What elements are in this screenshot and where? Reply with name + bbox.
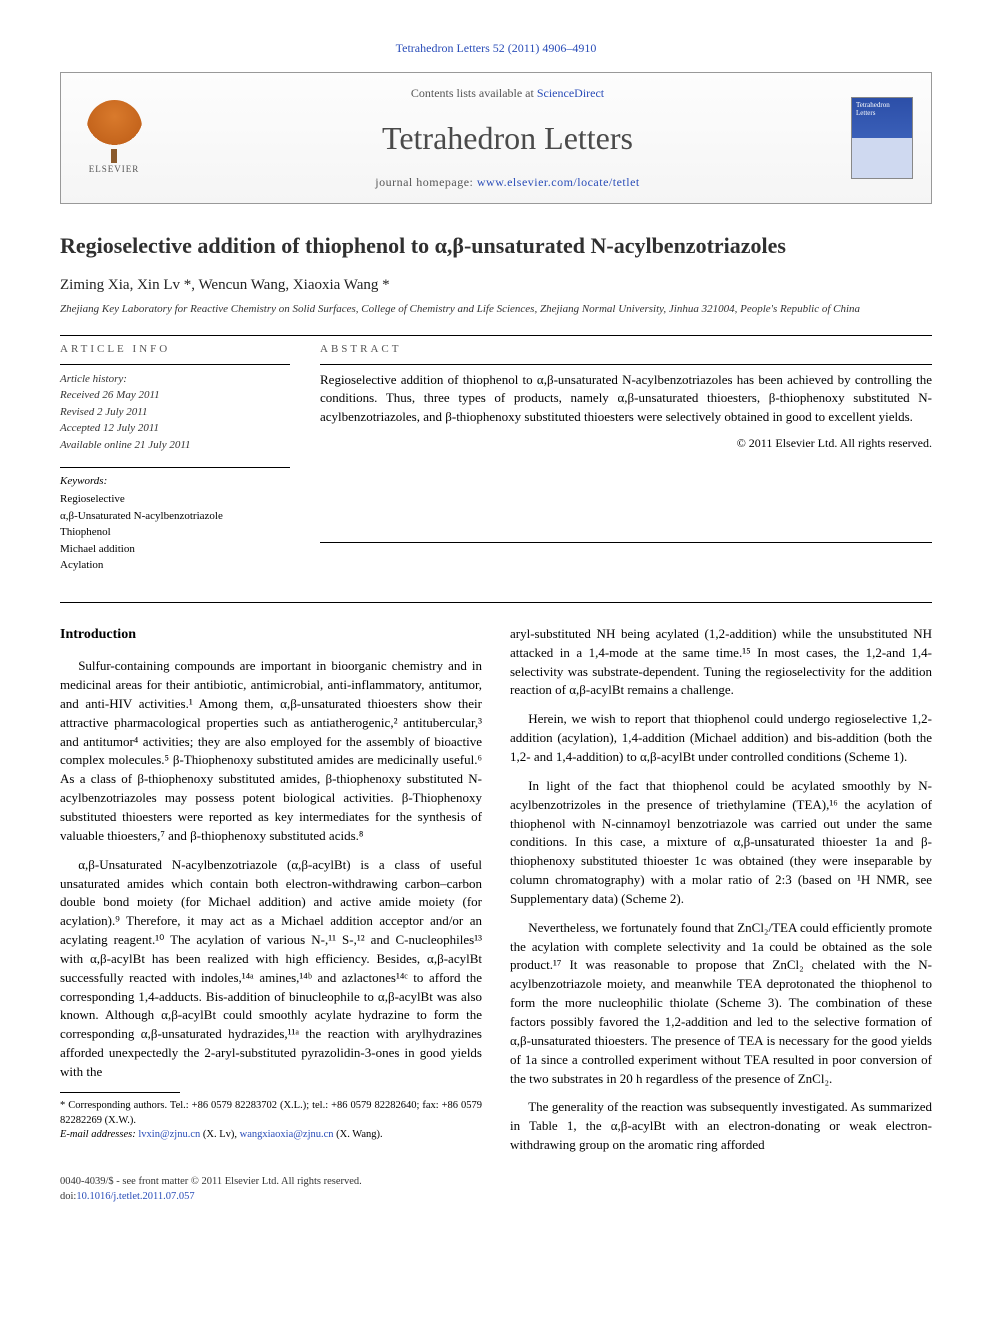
keywords-block: Keywords: Regioselective α,β-Unsaturated…	[60, 474, 290, 574]
history-received: Received 26 May 2011	[60, 387, 290, 404]
running-head: Tetrahedron Letters 52 (2011) 4906–4910	[60, 40, 932, 57]
elsevier-logo: ELSEVIER	[79, 99, 149, 177]
body-paragraph: In light of the fact that thiophenol cou…	[510, 777, 932, 909]
history-accepted: Accepted 12 July 2011	[60, 420, 290, 437]
affiliation: Zhejiang Key Laboratory for Reactive Che…	[60, 302, 932, 317]
meta-abstract-row: ARTICLE INFO Article history: Received 2…	[60, 342, 932, 574]
history-online: Available online 21 July 2011	[60, 437, 290, 454]
keyword: α,β-Unsaturated N-acylbenzotriazole	[60, 508, 290, 525]
divider	[60, 602, 932, 603]
abstract-block: ABSTRACT Regioselective addition of thio…	[320, 342, 932, 574]
author-list: Ziming Xia, Xin Lv *, Wencun Wang, Xiaox…	[60, 275, 932, 296]
doi-label: doi:	[60, 1191, 76, 1202]
homepage-link[interactable]: www.elsevier.com/locate/tetlet	[477, 175, 640, 189]
email-who: (X. Wang).	[334, 1129, 383, 1140]
email-link[interactable]: lvxin@zjnu.cn	[138, 1129, 200, 1140]
contents-available: Contents lists available at ScienceDirec…	[164, 85, 851, 102]
page: Tetrahedron Letters 52 (2011) 4906–4910 …	[0, 0, 992, 1244]
masthead-center: Contents lists available at ScienceDirec…	[164, 85, 851, 191]
email-label: E-mail addresses:	[60, 1129, 136, 1140]
journal-cover-thumbnail	[851, 97, 913, 179]
keyword: Acylation	[60, 557, 290, 574]
keywords-label: Keywords:	[60, 474, 290, 489]
homepage-prefix: journal homepage:	[375, 175, 477, 189]
article-info-label: ARTICLE INFO	[60, 342, 290, 357]
front-matter-line: 0040-4039/$ - see front matter © 2011 El…	[60, 1175, 932, 1190]
keyword: Michael addition	[60, 541, 290, 558]
email-addresses: E-mail addresses: lvxin@zjnu.cn (X. Lv),…	[60, 1128, 482, 1143]
publisher-name: ELSEVIER	[89, 163, 140, 176]
body-paragraph: Sulfur-containing compounds are importan…	[60, 657, 482, 845]
corresponding-author-note: * Corresponding authors. Tel.: +86 0579 …	[60, 1099, 482, 1128]
sciencedirect-link[interactable]: ScienceDirect	[537, 86, 604, 100]
journal-masthead: ELSEVIER Contents lists available at Sci…	[60, 72, 932, 204]
article-body: Introduction Sulfur-containing compounds…	[60, 625, 932, 1155]
article-history: Article history: Received 26 May 2011 Re…	[60, 371, 290, 454]
contents-prefix: Contents lists available at	[411, 86, 537, 100]
body-paragraph: The generality of the reaction was subse…	[510, 1098, 932, 1155]
article-info-block: ARTICLE INFO Article history: Received 2…	[60, 342, 290, 574]
divider	[320, 364, 932, 365]
keyword: Regioselective	[60, 491, 290, 508]
doi-link[interactable]: 10.1016/j.tetlet.2011.07.057	[76, 1191, 194, 1202]
journal-title: Tetrahedron Letters	[164, 116, 851, 161]
elsevier-tree-icon	[87, 100, 142, 155]
email-link[interactable]: wangxiaoxia@zjnu.cn	[240, 1129, 334, 1140]
divider	[60, 335, 932, 336]
body-paragraph: α,β-Unsaturated N-acylbenzotriazole (α,β…	[60, 856, 482, 1082]
footnote-separator	[60, 1092, 180, 1093]
abstract-copyright: © 2011 Elsevier Ltd. All rights reserved…	[320, 435, 932, 452]
divider	[60, 364, 290, 365]
keyword: Thiophenol	[60, 524, 290, 541]
abstract-label: ABSTRACT	[320, 342, 932, 357]
body-paragraph: aryl-substituted NH being acylated (1,2-…	[510, 625, 932, 700]
body-paragraph: Nevertheless, we fortunately found that …	[510, 919, 932, 1089]
divider	[320, 542, 932, 543]
page-footer: 0040-4039/$ - see front matter © 2011 El…	[60, 1175, 932, 1204]
section-heading-introduction: Introduction	[60, 625, 482, 645]
journal-homepage: journal homepage: www.elsevier.com/locat…	[164, 174, 851, 191]
divider	[60, 467, 290, 468]
footnotes: * Corresponding authors. Tel.: +86 0579 …	[60, 1099, 482, 1143]
doi-line: doi:10.1016/j.tetlet.2011.07.057	[60, 1190, 932, 1205]
email-who: (X. Lv),	[200, 1129, 239, 1140]
article-title: Regioselective addition of thiophenol to…	[60, 232, 932, 261]
body-paragraph: Herein, we wish to report that thiopheno…	[510, 710, 932, 767]
history-label: Article history:	[60, 371, 290, 388]
history-revised: Revised 2 July 2011	[60, 404, 290, 421]
abstract-text: Regioselective addition of thiophenol to…	[320, 371, 932, 428]
